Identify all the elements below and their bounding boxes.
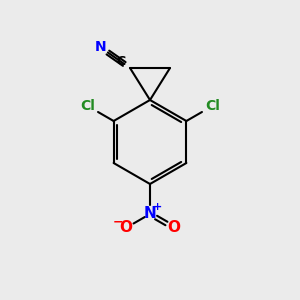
Text: −: − bbox=[112, 215, 123, 229]
Text: O: O bbox=[119, 220, 132, 236]
Text: N: N bbox=[95, 40, 106, 54]
Text: C: C bbox=[117, 55, 126, 68]
Text: Cl: Cl bbox=[205, 99, 220, 113]
Text: +: + bbox=[153, 202, 163, 212]
Text: Cl: Cl bbox=[80, 99, 95, 113]
Text: O: O bbox=[168, 220, 181, 236]
Text: N: N bbox=[144, 206, 156, 221]
